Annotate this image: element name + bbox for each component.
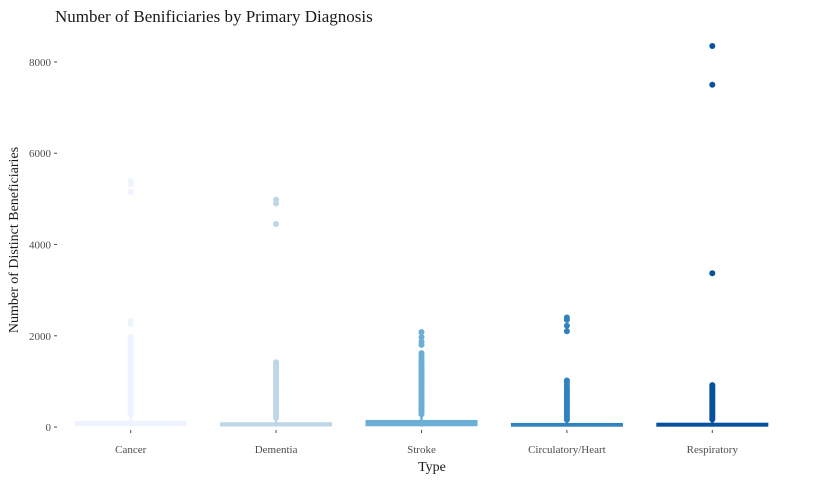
y-tick-label: 0	[46, 422, 52, 434]
y-axis-title: Number of Distinct Beneficiaries	[7, 147, 22, 333]
outlier-point	[127, 320, 134, 327]
box-group-circulatory-heart	[510, 314, 623, 427]
y-tick-label: 4000	[29, 240, 52, 252]
outlier-point	[563, 416, 570, 423]
outlier-point	[418, 341, 425, 348]
x-tick-label: Respiratory	[687, 444, 739, 456]
x-tick-label: Circulatory/Heart	[528, 444, 606, 456]
outlier-point	[709, 81, 716, 88]
outlier-point	[273, 220, 280, 227]
x-tick-label: Dementia	[255, 444, 298, 456]
outlier-point	[563, 316, 570, 323]
y-tick-label: 8000	[29, 57, 52, 69]
outlier-point	[418, 329, 425, 336]
outlier-point	[418, 411, 425, 418]
outlier-point	[273, 414, 280, 421]
y-tick-label: 2000	[29, 331, 52, 343]
outlier-point	[709, 416, 716, 423]
outlier-point	[709, 270, 716, 277]
outlier-point	[563, 322, 570, 329]
y-tick-label: 6000	[29, 148, 52, 160]
outlier-point	[127, 181, 134, 188]
plot-area	[74, 42, 769, 427]
x-tick-label: Stroke	[407, 444, 436, 456]
outlier-point	[127, 189, 134, 196]
box-group-cancer	[74, 177, 187, 427]
outlier-point	[563, 328, 570, 335]
box-group-dementia	[220, 196, 333, 427]
outlier-point	[273, 200, 280, 207]
box-group-respiratory	[656, 42, 769, 427]
y-axis: 0 2000 4000 6000 8000	[29, 57, 57, 434]
x-tick-label: Cancer	[115, 444, 146, 456]
outlier-point	[127, 411, 134, 418]
outlier-point	[709, 42, 716, 49]
x-axis-title: Type	[418, 460, 446, 475]
outlier-point	[418, 334, 425, 341]
box-group-stroke	[365, 329, 478, 427]
chart-title: Number of Benificiaries by Primary Diagn…	[55, 7, 373, 26]
x-axis: Cancer Dementia Stroke Circulatory/Heart Res…	[115, 430, 738, 456]
